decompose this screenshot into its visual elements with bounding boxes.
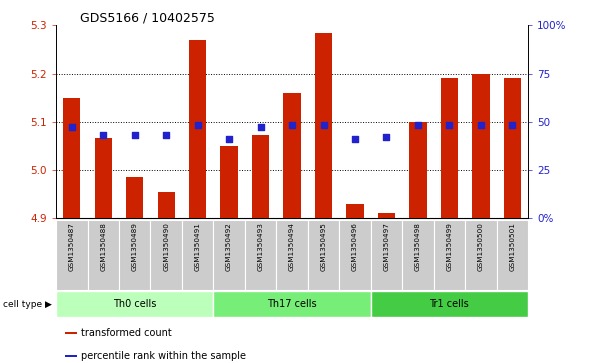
Bar xyxy=(283,93,301,218)
Point xyxy=(413,123,422,129)
Bar xyxy=(371,291,528,317)
Text: GSM1350501: GSM1350501 xyxy=(509,223,515,271)
Bar xyxy=(150,220,182,290)
Bar xyxy=(63,98,80,218)
Point xyxy=(476,123,486,129)
Bar xyxy=(308,220,339,290)
Text: GSM1350493: GSM1350493 xyxy=(258,223,264,271)
Point xyxy=(224,136,234,142)
Bar xyxy=(189,40,206,218)
Point xyxy=(193,123,202,129)
Bar xyxy=(214,291,371,317)
Text: GSM1350492: GSM1350492 xyxy=(226,223,232,271)
Point xyxy=(162,132,171,138)
Point xyxy=(350,136,360,142)
Text: Th17 cells: Th17 cells xyxy=(267,299,317,309)
Bar xyxy=(276,220,308,290)
Bar xyxy=(441,78,458,218)
Text: GSM1350494: GSM1350494 xyxy=(289,223,295,271)
Bar xyxy=(465,220,497,290)
Bar xyxy=(214,220,245,290)
Bar xyxy=(346,204,363,218)
Bar xyxy=(315,33,332,218)
Bar xyxy=(339,220,371,290)
Bar xyxy=(504,78,521,218)
Bar xyxy=(497,220,528,290)
Text: GSM1350496: GSM1350496 xyxy=(352,223,358,271)
Text: GSM1350495: GSM1350495 xyxy=(320,223,326,271)
Point xyxy=(319,123,328,129)
Text: GSM1350487: GSM1350487 xyxy=(69,223,75,271)
Point xyxy=(507,123,517,129)
Text: GDS5166 / 10402575: GDS5166 / 10402575 xyxy=(80,11,215,24)
Bar xyxy=(221,146,238,218)
Point xyxy=(287,123,297,129)
Text: Th0 cells: Th0 cells xyxy=(113,299,156,309)
Bar xyxy=(378,213,395,218)
Bar xyxy=(119,220,150,290)
Point xyxy=(130,132,139,138)
Text: GSM1350497: GSM1350497 xyxy=(384,223,389,271)
Bar xyxy=(182,220,214,290)
Text: GSM1350500: GSM1350500 xyxy=(478,223,484,271)
Bar xyxy=(252,135,269,218)
Bar xyxy=(409,122,427,218)
Bar xyxy=(94,138,112,218)
Bar xyxy=(472,74,490,218)
Point xyxy=(382,134,391,140)
Bar xyxy=(434,220,465,290)
Text: GSM1350489: GSM1350489 xyxy=(132,223,137,271)
Bar xyxy=(126,177,143,218)
Bar xyxy=(158,192,175,218)
Text: Tr1 cells: Tr1 cells xyxy=(430,299,469,309)
Text: percentile rank within the sample: percentile rank within the sample xyxy=(81,351,245,361)
Bar xyxy=(402,220,434,290)
Point xyxy=(445,123,454,129)
Text: GSM1350490: GSM1350490 xyxy=(163,223,169,271)
Bar xyxy=(56,220,87,290)
Text: transformed count: transformed count xyxy=(81,328,171,338)
Text: cell type ▶: cell type ▶ xyxy=(3,300,52,309)
Point xyxy=(99,132,108,138)
Point xyxy=(67,125,77,130)
Point xyxy=(256,125,266,130)
Bar xyxy=(371,220,402,290)
Text: GSM1350498: GSM1350498 xyxy=(415,223,421,271)
Text: GSM1350499: GSM1350499 xyxy=(447,223,453,271)
Bar xyxy=(65,355,77,357)
Bar xyxy=(56,291,214,317)
Bar xyxy=(245,220,276,290)
Text: GSM1350491: GSM1350491 xyxy=(195,223,201,271)
Bar xyxy=(87,220,119,290)
Bar xyxy=(65,332,77,334)
Text: GSM1350488: GSM1350488 xyxy=(100,223,106,271)
